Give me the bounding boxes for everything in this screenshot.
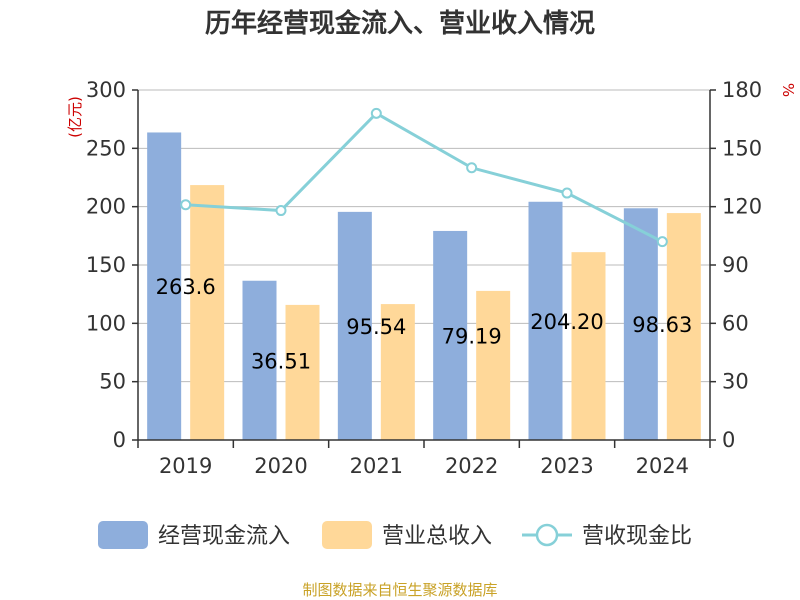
source-note: 制图数据来自恒生聚源数据库	[302, 581, 497, 599]
bar-revenue	[380, 304, 415, 440]
left-tick-label: 0	[113, 428, 126, 452]
right-tick-label: 90	[722, 253, 749, 277]
legend-label: 经营现金流入	[158, 524, 290, 549]
x-tick-label: 2021	[350, 454, 403, 478]
right-tick-label: 60	[722, 311, 749, 335]
left-tick-label: 50	[99, 370, 126, 394]
left-tick-label: 300	[86, 78, 126, 102]
x-tick-label: 2024	[636, 454, 689, 478]
left-tick-label: 200	[86, 195, 126, 219]
ratio-point	[275, 205, 287, 217]
data-label: 98.63	[632, 313, 692, 337]
bars	[147, 132, 701, 440]
bar-revenue	[476, 290, 511, 440]
legend-label: 营收现金比	[582, 524, 692, 549]
ratio-point	[370, 107, 382, 119]
bar-revenue	[190, 185, 225, 440]
bar-revenue	[666, 213, 701, 440]
legend-label: 营业总收入	[382, 524, 492, 549]
legend: 经营现金流入 营业总收入 营收现金比	[98, 521, 692, 549]
axes: 0 50 100 150 200 250 300 0 30 60 90 120 150 180 2019 20…	[86, 78, 762, 478]
legend-swatch	[322, 521, 372, 549]
data-label: 95.54	[346, 315, 406, 339]
bar-cash-inflow	[147, 132, 182, 440]
data-label: 79.19	[442, 324, 502, 348]
bar-cash-inflow	[337, 211, 372, 440]
ratio-point	[656, 236, 668, 248]
data-labels: 263.6 36.51 95.54 79.19 204.20 98.63	[156, 275, 693, 373]
ratio-point	[466, 162, 478, 174]
left-tick-label: 150	[86, 253, 126, 277]
chart-title: 历年经营现金流入、营业收入情况	[205, 8, 595, 39]
data-label: 263.6	[156, 275, 216, 299]
bar-cash-inflow	[623, 208, 658, 440]
ratio-line-path	[185, 111, 664, 244]
legend-swatch	[98, 521, 148, 549]
right-tick-label: 0	[722, 428, 735, 452]
bar-revenue	[285, 304, 320, 440]
left-tick-label: 100	[86, 311, 126, 335]
bar-revenue	[571, 252, 606, 440]
right-tick-label: 120	[722, 195, 762, 219]
right-tick-label: 30	[722, 370, 749, 394]
right-tick-label: 180	[722, 78, 762, 102]
x-tick-label: 2019	[159, 454, 212, 478]
ratio-line	[180, 107, 668, 248]
x-tick-label: 2023	[540, 454, 593, 478]
bar-cash-inflow	[433, 230, 468, 440]
data-label: 204.20	[530, 310, 603, 334]
left-axis-unit: (亿元)	[66, 96, 84, 138]
legend-marker	[535, 523, 559, 547]
bar-cash-inflow	[242, 280, 277, 440]
right-axis-unit: %	[779, 83, 797, 97]
bar-cash-inflow	[528, 201, 563, 440]
x-tick-label: 2020	[254, 454, 307, 478]
ratio-point	[180, 199, 192, 211]
data-label: 36.51	[251, 349, 311, 373]
right-tick-label: 150	[722, 136, 762, 160]
left-tick-label: 250	[86, 136, 126, 160]
ratio-point	[561, 187, 573, 199]
x-tick-label: 2022	[445, 454, 498, 478]
